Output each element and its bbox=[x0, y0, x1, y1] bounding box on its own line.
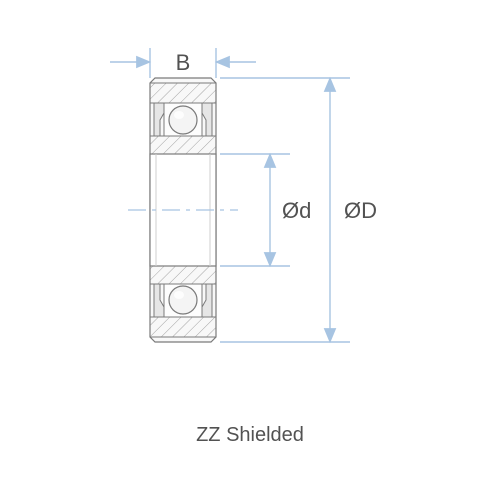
bearing-diagram: B ØD Ød bbox=[0, 0, 500, 500]
caption: ZZ Shielded bbox=[0, 424, 500, 447]
label-d: Ød bbox=[282, 198, 311, 223]
label-D: ØD bbox=[344, 198, 377, 223]
label-B: B bbox=[176, 50, 191, 75]
upper-race bbox=[150, 83, 216, 154]
lower-race bbox=[150, 266, 216, 337]
